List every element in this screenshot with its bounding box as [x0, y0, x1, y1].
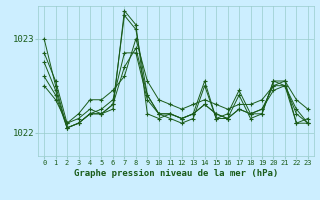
X-axis label: Graphe pression niveau de la mer (hPa): Graphe pression niveau de la mer (hPa) — [74, 169, 278, 178]
